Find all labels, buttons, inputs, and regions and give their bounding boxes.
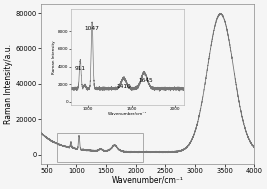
Bar — [57, 133, 143, 162]
X-axis label: Wavenumber/cm⁻¹: Wavenumber/cm⁻¹ — [112, 176, 183, 185]
Y-axis label: Raman Intensity/a.u.: Raman Intensity/a.u. — [4, 44, 13, 124]
